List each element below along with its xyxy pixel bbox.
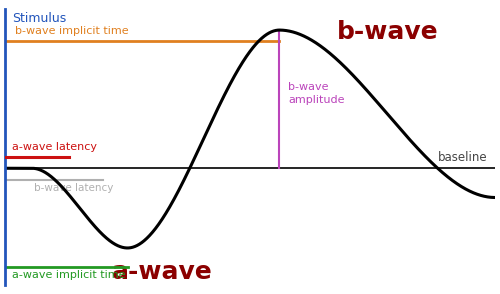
Text: Stimulus: Stimulus [12,12,66,25]
Text: a-wave: a-wave [112,260,212,284]
Text: b-wave
amplitude: b-wave amplitude [288,82,344,106]
Text: a-wave latency: a-wave latency [12,142,98,152]
Text: b-wave latency: b-wave latency [34,183,114,193]
Text: a-wave implicit time: a-wave implicit time [12,270,126,280]
Text: b-wave: b-wave [336,20,438,44]
Text: b-wave implicit time: b-wave implicit time [15,26,128,36]
Text: baseline: baseline [438,151,488,164]
